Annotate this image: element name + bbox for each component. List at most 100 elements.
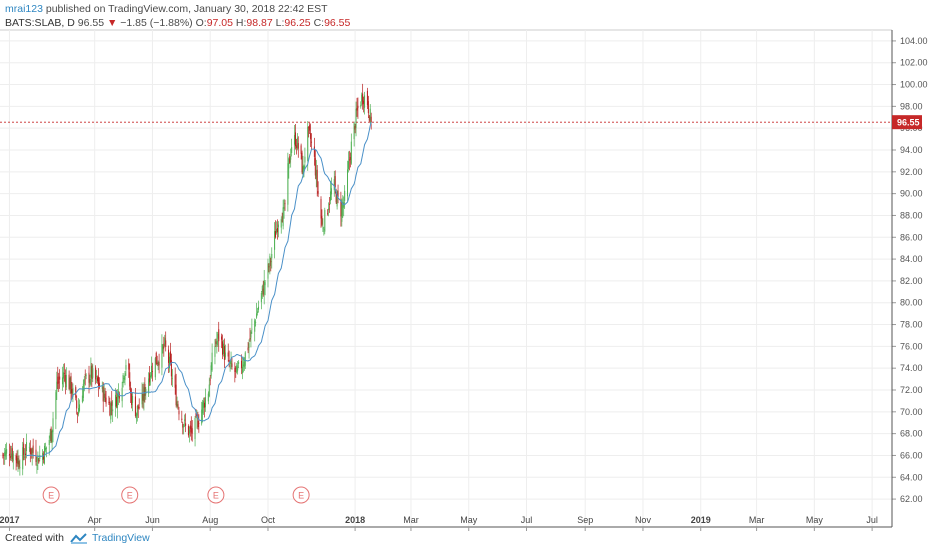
candle-body bbox=[190, 426, 192, 433]
candle-body bbox=[287, 163, 289, 205]
published-text: published on TradingView.com, January 30… bbox=[45, 3, 328, 15]
candle-body bbox=[161, 343, 163, 368]
candle-body bbox=[154, 358, 156, 378]
candle-body bbox=[48, 439, 50, 446]
candle-body bbox=[136, 406, 138, 416]
candle-body bbox=[122, 374, 124, 383]
y-tick-label: 82.00 bbox=[900, 276, 923, 286]
candle-body bbox=[328, 208, 330, 211]
candle-body bbox=[284, 203, 286, 205]
created-with-text: Created with bbox=[5, 532, 64, 544]
candle-body bbox=[3, 454, 5, 456]
candle-body bbox=[29, 448, 31, 454]
candle-body bbox=[151, 371, 153, 372]
candle-body bbox=[241, 366, 243, 374]
candle-body bbox=[321, 216, 323, 225]
last-price-label: 96.55 bbox=[897, 118, 920, 128]
candle-body bbox=[43, 454, 45, 460]
candle-body bbox=[290, 157, 292, 160]
candle-body bbox=[268, 266, 270, 268]
candle-body bbox=[224, 352, 226, 358]
candle-body bbox=[370, 116, 372, 123]
candle-body bbox=[260, 292, 262, 302]
candle-body bbox=[26, 442, 28, 452]
y-tick-label: 102.00 bbox=[900, 58, 928, 68]
candle-body bbox=[327, 213, 329, 215]
candle-body bbox=[37, 454, 39, 461]
candle-body bbox=[145, 389, 147, 395]
high-label: H: bbox=[235, 17, 247, 29]
candle-body bbox=[72, 387, 74, 397]
open-value: 97.05 bbox=[206, 17, 233, 29]
candle-body bbox=[15, 455, 17, 461]
candle-body bbox=[354, 126, 356, 130]
candle-body bbox=[49, 432, 51, 439]
candle-body bbox=[25, 453, 27, 455]
time-axis[interactable]: 2017 Apr Jun Aug Oct 2018 Mar May Jul Sep Nov 2019 M… bbox=[0, 515, 892, 531]
candle-body bbox=[162, 346, 164, 350]
candle-body bbox=[79, 404, 81, 412]
x-tick-label: Jul bbox=[866, 515, 878, 525]
candle-body bbox=[125, 365, 127, 370]
candle-body bbox=[187, 426, 189, 436]
candle-body bbox=[77, 413, 79, 415]
earnings-marker-icon bbox=[42, 486, 60, 504]
candle-body bbox=[204, 397, 206, 408]
candle-body bbox=[201, 409, 203, 424]
candle-body bbox=[116, 393, 118, 408]
candle-body bbox=[128, 363, 130, 370]
candle-body bbox=[68, 374, 70, 390]
candle-body bbox=[102, 386, 104, 402]
author-link[interactable]: mrai123 bbox=[5, 3, 43, 15]
candle-body bbox=[356, 108, 358, 111]
candle-body bbox=[243, 361, 245, 368]
y-tick-label: 86.00 bbox=[900, 232, 923, 242]
candle-body bbox=[269, 256, 271, 266]
x-tick-label: Nov bbox=[635, 515, 652, 525]
x-tick-label: Sep bbox=[577, 515, 593, 525]
symbol-label[interactable]: BATS:SLAB, D bbox=[5, 17, 75, 29]
candle-body bbox=[39, 455, 41, 459]
x-tick-label: Mar bbox=[749, 515, 765, 525]
candle-body bbox=[261, 286, 263, 292]
candle-body bbox=[347, 161, 349, 169]
y-tick-label: 62.00 bbox=[900, 494, 923, 504]
candle-body bbox=[257, 311, 259, 313]
candle-body bbox=[314, 158, 316, 176]
candle-body bbox=[248, 343, 250, 348]
candle-body bbox=[12, 453, 14, 461]
candle-body bbox=[130, 387, 132, 394]
candle-body bbox=[168, 349, 170, 363]
tradingview-link[interactable]: TradingView bbox=[70, 532, 150, 544]
candle-body bbox=[28, 446, 30, 448]
candle-body bbox=[78, 408, 80, 415]
candle-body bbox=[18, 461, 20, 468]
candle-body bbox=[189, 425, 191, 430]
candle-body bbox=[75, 387, 77, 398]
y-tick-label: 92.00 bbox=[900, 167, 923, 177]
y-tick-label: 78.00 bbox=[900, 320, 923, 330]
candle-body bbox=[294, 132, 296, 147]
candle-body bbox=[341, 204, 343, 222]
candle-body bbox=[264, 282, 266, 286]
y-tick-label: 74.00 bbox=[900, 363, 923, 373]
candle-body bbox=[203, 400, 205, 408]
candle-body bbox=[23, 443, 25, 455]
candle-body bbox=[250, 331, 252, 338]
earnings-marker-icon bbox=[121, 486, 139, 504]
candle-body bbox=[183, 425, 185, 428]
candle-body bbox=[144, 383, 146, 396]
tradingview-brand: TradingView bbox=[91, 532, 150, 544]
candle-body bbox=[313, 146, 315, 157]
candle-body bbox=[242, 364, 244, 367]
candle-body bbox=[96, 376, 98, 377]
candle-body bbox=[368, 116, 370, 121]
candle-body bbox=[158, 361, 160, 366]
candle-body bbox=[364, 95, 366, 108]
candle-body bbox=[320, 198, 322, 219]
candle-body bbox=[281, 220, 283, 222]
candle-body bbox=[135, 413, 137, 419]
candle-body bbox=[157, 362, 159, 365]
